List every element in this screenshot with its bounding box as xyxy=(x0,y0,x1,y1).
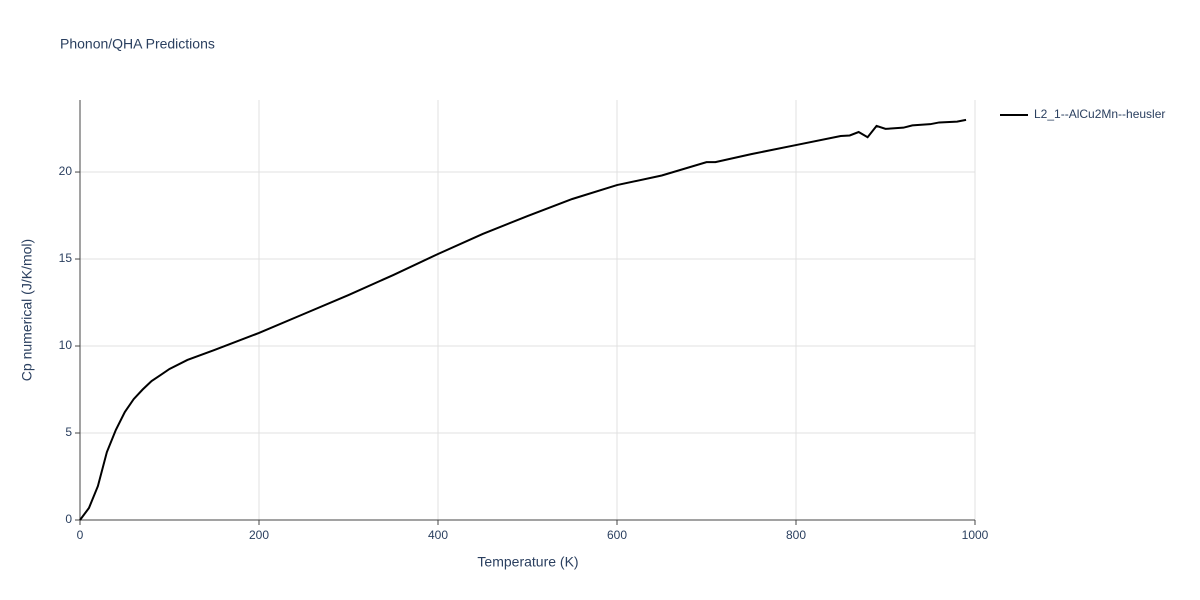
chart-title: Phonon/QHA Predictions xyxy=(60,36,215,52)
y-tick-label: 10 xyxy=(59,338,73,352)
x-tick-label: 400 xyxy=(428,528,448,542)
x-tick-label: 0 xyxy=(77,528,84,542)
x-tick-label: 1000 xyxy=(962,528,989,542)
x-tick-label: 600 xyxy=(607,528,627,542)
line-series xyxy=(79,118,967,521)
y-axis-title: Cp numerical (J/K/mol) xyxy=(19,239,35,381)
y-tick-label: 5 xyxy=(65,425,72,439)
x-tick-label: 800 xyxy=(786,528,806,542)
x-axis-title: Temperature (K) xyxy=(477,554,578,570)
y-tick-label: 20 xyxy=(59,164,73,178)
y-tick-label: 15 xyxy=(59,251,73,265)
legend-label: L2_1--AlCu2Mn--heusler xyxy=(1034,107,1165,121)
x-tick-label: 200 xyxy=(249,528,269,542)
y-tick-label: 0 xyxy=(65,512,72,526)
